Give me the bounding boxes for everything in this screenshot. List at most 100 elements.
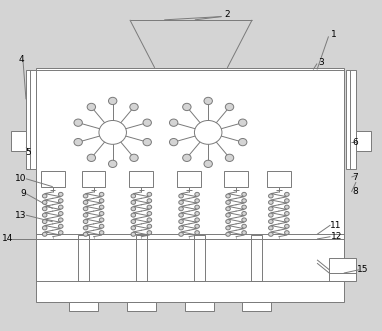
Circle shape: [285, 192, 289, 196]
Text: 6: 6: [352, 138, 358, 147]
Circle shape: [183, 154, 191, 162]
Circle shape: [226, 194, 230, 198]
Circle shape: [131, 194, 136, 198]
Circle shape: [42, 232, 47, 236]
Circle shape: [195, 224, 199, 228]
Bar: [329, 258, 356, 281]
Circle shape: [58, 231, 63, 235]
Text: 9: 9: [20, 189, 26, 198]
Circle shape: [225, 103, 234, 111]
Circle shape: [238, 138, 247, 146]
Circle shape: [285, 224, 289, 228]
Circle shape: [242, 224, 246, 228]
Circle shape: [204, 160, 212, 167]
Bar: [129, 171, 153, 187]
Circle shape: [131, 219, 136, 223]
Bar: [36, 239, 344, 302]
Circle shape: [108, 97, 117, 105]
Circle shape: [179, 200, 183, 204]
Circle shape: [143, 119, 151, 126]
Circle shape: [108, 160, 117, 167]
Circle shape: [131, 213, 136, 217]
Bar: [346, 70, 356, 169]
Bar: [185, 302, 214, 311]
Circle shape: [195, 192, 199, 196]
Circle shape: [83, 226, 88, 230]
Bar: [194, 235, 205, 281]
Circle shape: [99, 192, 104, 196]
Circle shape: [269, 226, 273, 230]
Bar: [11, 131, 26, 151]
Circle shape: [131, 200, 136, 204]
Circle shape: [58, 218, 63, 222]
Circle shape: [269, 232, 273, 236]
Bar: [127, 302, 156, 311]
Circle shape: [269, 200, 273, 204]
Text: 8: 8: [352, 187, 358, 197]
Bar: [224, 171, 248, 187]
Circle shape: [147, 212, 152, 215]
Circle shape: [83, 213, 88, 217]
Circle shape: [242, 192, 246, 196]
Circle shape: [285, 205, 289, 209]
Text: 3: 3: [318, 58, 324, 68]
Circle shape: [226, 200, 230, 204]
Circle shape: [42, 194, 47, 198]
Circle shape: [269, 213, 273, 217]
Circle shape: [226, 219, 230, 223]
Circle shape: [195, 218, 199, 222]
Circle shape: [99, 205, 104, 209]
Bar: [136, 235, 147, 281]
Circle shape: [285, 199, 289, 203]
Circle shape: [179, 232, 183, 236]
Circle shape: [238, 119, 247, 126]
Circle shape: [269, 194, 273, 198]
Bar: [78, 235, 89, 281]
Circle shape: [58, 212, 63, 215]
Circle shape: [131, 232, 136, 236]
Bar: [26, 70, 36, 169]
Circle shape: [99, 212, 104, 215]
Bar: [69, 302, 98, 311]
Text: 7: 7: [352, 172, 358, 182]
Circle shape: [226, 213, 230, 217]
Bar: [356, 131, 371, 151]
Circle shape: [83, 200, 88, 204]
Circle shape: [131, 207, 136, 211]
Text: 2: 2: [225, 10, 230, 20]
Circle shape: [285, 231, 289, 235]
Circle shape: [195, 205, 199, 209]
Circle shape: [226, 232, 230, 236]
Circle shape: [87, 103, 96, 111]
Circle shape: [58, 205, 63, 209]
Circle shape: [179, 219, 183, 223]
Circle shape: [131, 226, 136, 230]
Circle shape: [74, 119, 83, 126]
Bar: [177, 171, 201, 187]
Circle shape: [83, 232, 88, 236]
Circle shape: [147, 231, 152, 235]
Circle shape: [195, 199, 199, 203]
Bar: [242, 302, 271, 311]
Text: 4: 4: [18, 55, 24, 64]
Circle shape: [242, 205, 246, 209]
Circle shape: [42, 200, 47, 204]
Circle shape: [225, 154, 234, 162]
Text: 10: 10: [15, 174, 27, 183]
Bar: [41, 171, 65, 187]
Circle shape: [99, 120, 126, 144]
Text: 11: 11: [330, 220, 342, 230]
Circle shape: [147, 205, 152, 209]
Circle shape: [143, 138, 151, 146]
Circle shape: [179, 213, 183, 217]
Circle shape: [147, 192, 152, 196]
Text: 5: 5: [26, 148, 32, 157]
Circle shape: [195, 231, 199, 235]
Circle shape: [179, 226, 183, 230]
Circle shape: [99, 224, 104, 228]
Circle shape: [42, 207, 47, 211]
Text: 15: 15: [357, 265, 369, 274]
Text: 13: 13: [15, 211, 27, 220]
Circle shape: [242, 199, 246, 203]
Circle shape: [58, 192, 63, 196]
